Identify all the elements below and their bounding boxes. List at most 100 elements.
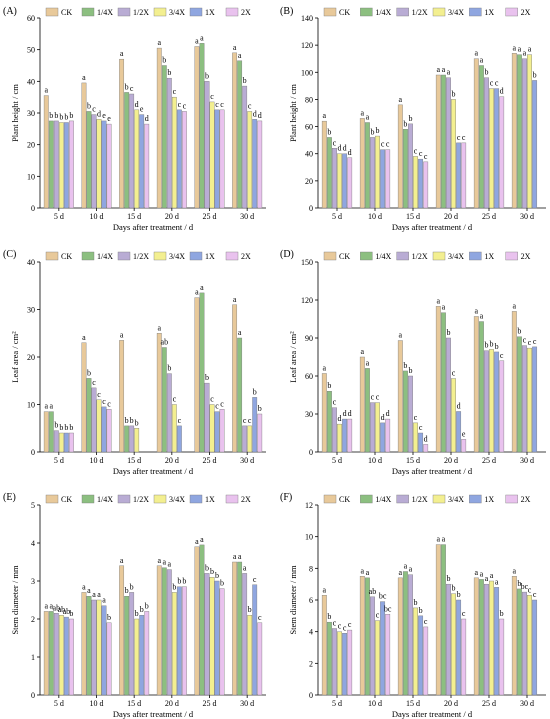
- significance-label: d: [97, 109, 101, 118]
- bar: [435, 306, 441, 453]
- bar: [124, 596, 130, 696]
- bar: [237, 337, 243, 453]
- bar: [347, 629, 353, 696]
- significance-label: b: [327, 612, 331, 621]
- significance-label: c: [414, 146, 418, 155]
- significance-label: c: [523, 336, 527, 345]
- legend-swatch: [396, 251, 409, 261]
- significance-label: a: [361, 108, 365, 117]
- significance-label: a: [513, 566, 517, 575]
- significance-label: a: [195, 288, 199, 297]
- y-tick-label: 3: [31, 577, 35, 586]
- significance-label: a: [200, 33, 204, 42]
- legend-swatch: [505, 7, 518, 17]
- bar: [219, 109, 225, 209]
- significance-label: b: [490, 339, 494, 348]
- significance-label: c: [457, 133, 461, 142]
- legend-label: 3/4X: [169, 252, 185, 261]
- significance-label: a: [238, 51, 242, 60]
- significance-label: b: [87, 368, 91, 377]
- legend-label: 1X: [484, 8, 494, 17]
- y-tick-label: 20: [27, 353, 35, 362]
- bar: [489, 580, 494, 696]
- y-tick-label: 40: [27, 258, 35, 267]
- significance-label: c: [462, 609, 466, 618]
- bar: [499, 96, 505, 209]
- bar: [326, 137, 332, 209]
- significance-label: d: [253, 109, 257, 118]
- significance-label: a: [120, 330, 124, 339]
- bar: [446, 337, 451, 453]
- bar: [58, 122, 64, 209]
- legend-label: 1/2X: [133, 8, 149, 17]
- bar: [53, 120, 59, 209]
- bar: [86, 111, 92, 209]
- legend-swatch: [432, 494, 446, 504]
- panel-label: (C): [3, 249, 16, 260]
- bar: [257, 413, 263, 453]
- significance-label: a: [485, 574, 489, 583]
- bar: [247, 111, 253, 209]
- bar: [370, 402, 375, 453]
- x-axis-label: Days after treatment / d: [392, 466, 473, 476]
- significance-label: b: [125, 416, 129, 425]
- x-tick-label: 30 d: [520, 456, 534, 465]
- bar: [332, 628, 337, 696]
- legend-label: CK: [61, 495, 72, 504]
- bar: [484, 583, 489, 696]
- significance-label: b: [220, 579, 224, 588]
- bar: [423, 444, 429, 453]
- bar: [440, 312, 446, 453]
- bar: [63, 122, 69, 209]
- y-tick-label: 2: [309, 659, 313, 668]
- significance-label: c: [102, 397, 106, 406]
- significance-label: a: [366, 358, 370, 367]
- significance-label: d: [145, 114, 149, 123]
- significance-label: c: [381, 140, 385, 149]
- significance-label: a: [442, 535, 446, 544]
- significance-label: a: [437, 535, 441, 544]
- legend-swatch: [505, 251, 518, 261]
- bar: [499, 618, 505, 696]
- legend-swatch: [117, 251, 131, 261]
- bar: [484, 350, 489, 453]
- significance-label: ab: [369, 587, 377, 596]
- significance-label: a: [82, 333, 86, 342]
- y-tick-label: 80: [305, 95, 313, 104]
- y-tick-label: 0: [309, 204, 313, 213]
- bar: [68, 432, 74, 453]
- legend-label: 3/4X: [448, 8, 464, 17]
- significance-label: a: [163, 558, 167, 567]
- significance-label: b: [87, 101, 91, 110]
- significance-label: bc: [384, 604, 392, 613]
- significance-label: b: [446, 328, 450, 337]
- bar: [101, 605, 107, 696]
- bar: [418, 615, 424, 696]
- bar: [194, 546, 200, 696]
- bar: [63, 616, 69, 696]
- significance-label: a: [82, 582, 86, 591]
- bar: [257, 622, 263, 696]
- bar: [418, 158, 424, 209]
- bar: [478, 321, 484, 453]
- significance-label: a: [195, 537, 199, 546]
- bar: [242, 85, 248, 209]
- bar: [478, 579, 484, 696]
- significance-label: b: [484, 68, 488, 77]
- legend-swatch: [45, 494, 59, 504]
- significance-label: b: [517, 327, 521, 336]
- legend-label: 2X: [241, 252, 251, 261]
- bar: [461, 142, 467, 209]
- y-tick-label: 10: [305, 533, 313, 542]
- bar: [242, 573, 248, 696]
- significance-label: a: [92, 590, 96, 599]
- bar: [385, 149, 391, 209]
- legend-label: CK: [339, 8, 350, 17]
- bar: [119, 58, 125, 209]
- significance-label: b: [419, 606, 423, 615]
- bar: [81, 342, 87, 453]
- significance-label: b: [64, 113, 68, 122]
- significance-label: a: [409, 565, 413, 574]
- bar: [209, 101, 215, 209]
